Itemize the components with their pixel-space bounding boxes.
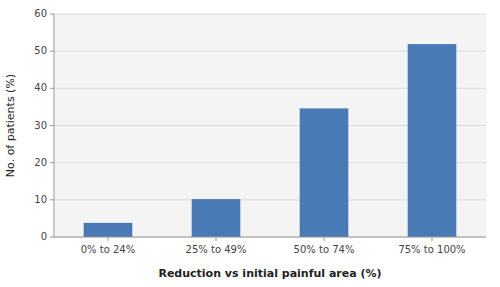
bar (84, 223, 133, 237)
x-tick-label: 25% to 49% (186, 244, 247, 255)
x-tick (108, 237, 109, 241)
x-tick (432, 237, 433, 241)
y-tick-label: 20 (34, 157, 47, 168)
x-axis: 0% to 24% 25% to 49% 50% to 74% 75% to 100% (81, 237, 466, 255)
x-tick (216, 237, 217, 241)
x-axis-line (54, 237, 486, 238)
bar (192, 199, 241, 237)
x-tick-label: 0% to 24% (81, 244, 136, 255)
grid-line (54, 14, 486, 15)
y-axis-line (54, 14, 55, 237)
x-tick-label: 75% to 100% (398, 244, 465, 255)
y-tick-label: 50 (34, 45, 47, 56)
y-tick (50, 199, 54, 200)
y-tick-label: 60 (34, 8, 47, 19)
page: {"chart_data": {"type": "bar", "categori… (0, 0, 500, 287)
y-axis: 0 10 20 30 40 50 60 (34, 8, 54, 242)
chart-container: 0 10 20 30 40 50 60 0% to 24% 25% to 49% 50% to 7… (0, 0, 500, 287)
y-tick (50, 237, 54, 238)
y-tick-label: 10 (34, 194, 47, 205)
y-tick (50, 14, 54, 15)
grid (54, 14, 486, 237)
chart-svg: 0 10 20 30 40 50 60 0% to 24% 25% to 49% 50% to 7… (0, 0, 500, 287)
x-axis-label: Reduction vs initial painful area (%) (158, 267, 381, 280)
y-tick (50, 125, 54, 126)
bars (84, 44, 457, 237)
bar (408, 44, 457, 237)
x-tick-label: 50% to 74% (294, 244, 355, 255)
x-tick (324, 237, 325, 241)
y-tick-label: 30 (34, 120, 47, 131)
grid-line (54, 237, 486, 238)
y-tick-label: 40 (34, 82, 47, 93)
y-tick (50, 162, 54, 163)
plot-background (54, 14, 486, 237)
y-axis-label: No. of patients (%) (4, 74, 17, 177)
bar (300, 108, 349, 237)
y-tick-label: 0 (41, 231, 47, 242)
y-tick (50, 51, 54, 52)
y-tick (50, 88, 54, 89)
